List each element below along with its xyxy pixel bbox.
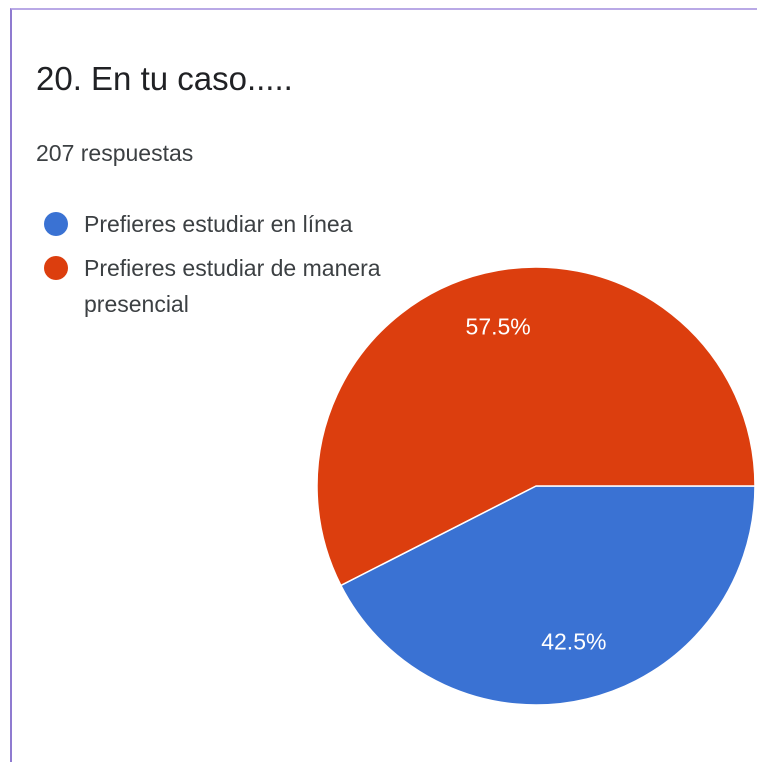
legend-item: Prefieres estudiar en línea	[36, 206, 456, 242]
legend-label: Prefieres estudiar en línea	[84, 211, 353, 237]
pie-slice	[316, 266, 756, 587]
legend-swatch	[44, 212, 68, 236]
data-label: 57.5%	[466, 313, 531, 339]
data-label: 42.5%	[541, 629, 606, 655]
legend-swatch	[44, 256, 68, 280]
legend-label: Prefieres estudiar de manera presencial	[84, 255, 381, 317]
chart-title: 20. En tu caso.....	[36, 60, 293, 97]
card: 20. En tu caso..... 207 respuestas Prefi…	[10, 8, 757, 762]
pie-slice	[339, 485, 756, 706]
legend: Prefieres estudiar en línea Prefieres est…	[36, 206, 456, 330]
chart-subtitle: 207 respuestas	[36, 140, 194, 166]
legend-item: Prefieres estudiar de manera presencial	[36, 250, 456, 322]
